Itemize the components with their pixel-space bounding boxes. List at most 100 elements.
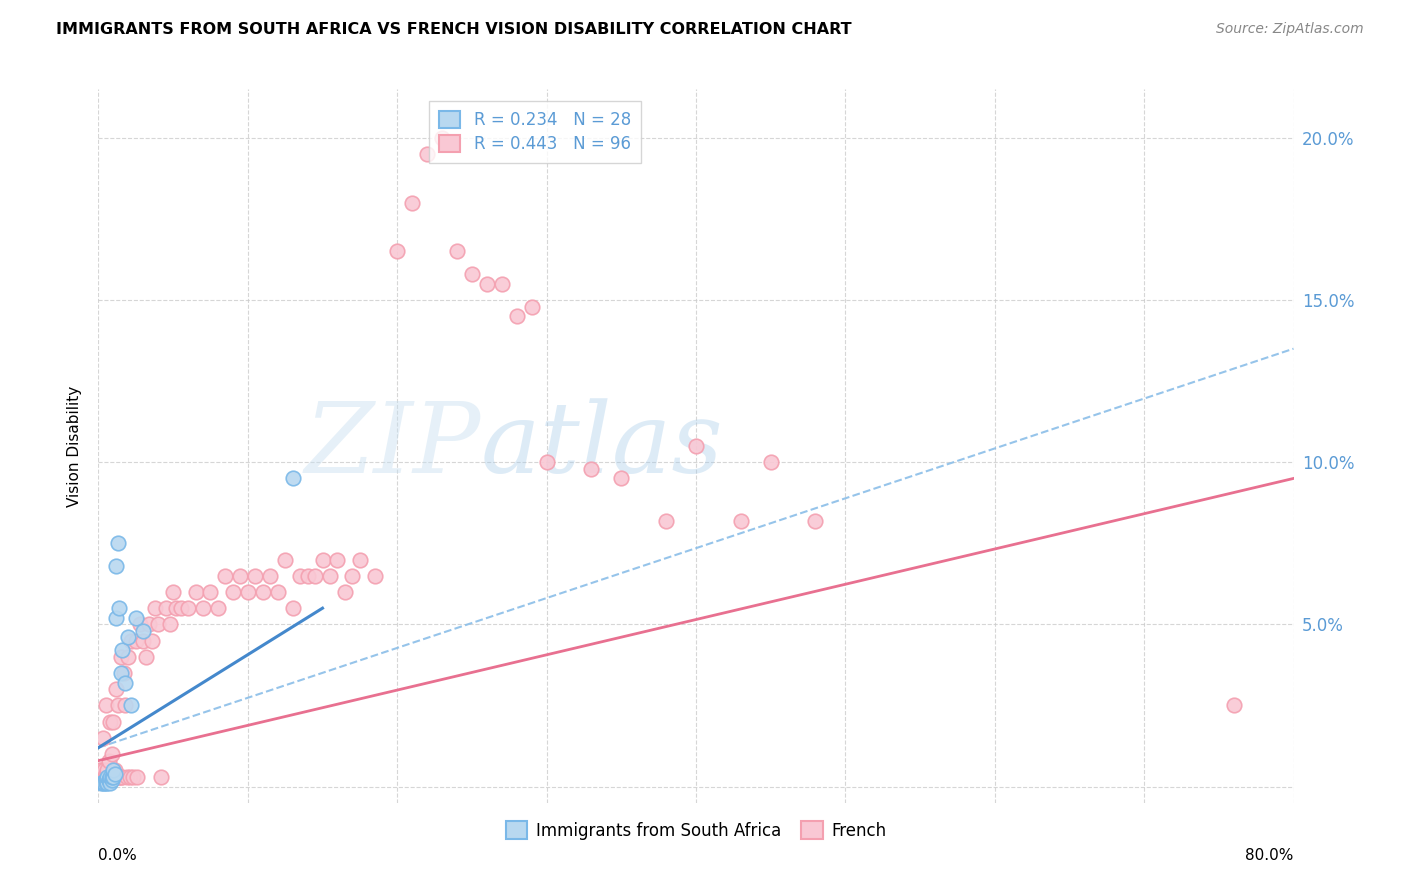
Point bbox=[104, 764, 127, 778]
Point bbox=[96, 770, 118, 784]
Point bbox=[165, 601, 187, 615]
Point bbox=[91, 731, 114, 745]
Point bbox=[401, 195, 423, 210]
Point bbox=[191, 601, 214, 615]
Point bbox=[117, 649, 139, 664]
Point bbox=[184, 585, 207, 599]
Point bbox=[520, 300, 543, 314]
Point bbox=[281, 601, 304, 615]
Text: 80.0%: 80.0% bbox=[1246, 848, 1294, 863]
Point bbox=[155, 601, 177, 615]
Point bbox=[141, 633, 163, 648]
Point bbox=[333, 585, 356, 599]
Point bbox=[125, 633, 148, 648]
Point bbox=[101, 770, 124, 784]
Point bbox=[214, 568, 236, 582]
Point bbox=[96, 776, 118, 790]
Point bbox=[111, 643, 134, 657]
Point bbox=[112, 666, 135, 681]
Point bbox=[105, 770, 128, 784]
Text: IMMIGRANTS FROM SOUTH AFRICA VS FRENCH VISION DISABILITY CORRELATION CHART: IMMIGRANTS FROM SOUTH AFRICA VS FRENCH V… bbox=[56, 22, 852, 37]
Point bbox=[125, 611, 148, 625]
Point bbox=[245, 568, 267, 582]
Point bbox=[274, 552, 297, 566]
Point bbox=[94, 698, 117, 713]
Point bbox=[759, 455, 782, 469]
Point bbox=[364, 568, 387, 582]
Point bbox=[94, 776, 117, 790]
Point bbox=[536, 455, 558, 469]
Point bbox=[446, 244, 468, 259]
Point bbox=[94, 773, 117, 788]
Point bbox=[90, 776, 112, 790]
Point bbox=[97, 770, 120, 784]
Point bbox=[94, 773, 117, 788]
Point bbox=[169, 601, 191, 615]
Point bbox=[114, 675, 136, 690]
Point bbox=[150, 770, 173, 784]
Point bbox=[105, 559, 128, 574]
Point bbox=[97, 773, 120, 788]
Point bbox=[98, 776, 122, 790]
Point bbox=[475, 277, 498, 291]
Point bbox=[304, 568, 326, 582]
Point bbox=[730, 514, 752, 528]
Point bbox=[200, 585, 222, 599]
Point bbox=[177, 601, 200, 615]
Point bbox=[349, 552, 371, 566]
Point bbox=[506, 310, 529, 324]
Point bbox=[93, 776, 115, 790]
Point bbox=[132, 633, 155, 648]
Point bbox=[159, 617, 181, 632]
Point bbox=[804, 514, 827, 528]
Point bbox=[117, 631, 139, 645]
Text: atlas: atlas bbox=[481, 399, 724, 493]
Point bbox=[105, 682, 128, 697]
Point bbox=[229, 568, 252, 582]
Point bbox=[461, 267, 484, 281]
Point bbox=[385, 244, 409, 259]
Point bbox=[135, 649, 157, 664]
Point bbox=[132, 624, 155, 638]
Point bbox=[90, 770, 112, 784]
Point bbox=[222, 585, 245, 599]
Point bbox=[120, 698, 142, 713]
Point bbox=[342, 568, 364, 582]
Point bbox=[101, 773, 124, 788]
Point bbox=[110, 770, 132, 784]
Legend: Immigrants from South Africa, French: Immigrants from South Africa, French bbox=[498, 814, 894, 848]
Point bbox=[121, 770, 143, 784]
Point bbox=[91, 776, 114, 790]
Point bbox=[93, 764, 115, 778]
Point bbox=[207, 601, 229, 615]
Point bbox=[491, 277, 513, 291]
Point bbox=[685, 439, 707, 453]
Point bbox=[110, 666, 132, 681]
Point bbox=[581, 461, 603, 475]
Point bbox=[118, 770, 141, 784]
Point bbox=[108, 601, 131, 615]
Point bbox=[107, 698, 129, 713]
Point bbox=[103, 770, 125, 784]
Text: Source: ZipAtlas.com: Source: ZipAtlas.com bbox=[1216, 22, 1364, 37]
Point bbox=[103, 764, 125, 778]
Point bbox=[319, 568, 342, 582]
Point bbox=[98, 770, 122, 784]
Point bbox=[127, 770, 149, 784]
Point bbox=[430, 131, 453, 145]
Point bbox=[98, 714, 122, 729]
Point bbox=[98, 770, 122, 784]
Point bbox=[90, 764, 112, 778]
Point bbox=[114, 698, 136, 713]
Point bbox=[1223, 698, 1246, 713]
Point bbox=[297, 568, 319, 582]
Point bbox=[101, 747, 124, 761]
Point bbox=[103, 714, 125, 729]
Point bbox=[96, 770, 118, 784]
Point bbox=[103, 770, 125, 784]
Text: ZIP: ZIP bbox=[305, 399, 481, 493]
Point bbox=[89, 764, 111, 778]
Point bbox=[97, 754, 120, 768]
Point bbox=[138, 617, 160, 632]
Point bbox=[311, 552, 333, 566]
